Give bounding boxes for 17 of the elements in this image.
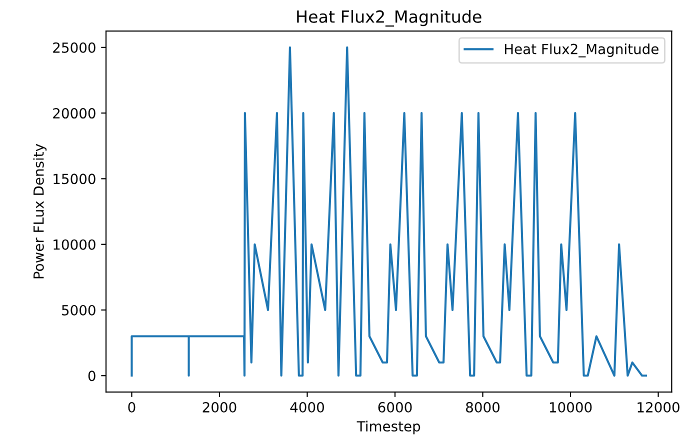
y-tick-label: 5000 [62, 304, 96, 316]
y-tick-label: 15000 [54, 174, 96, 184]
x-tick-label: 2000 [202, 402, 236, 413]
x-tick-label: 10000 [550, 402, 592, 413]
x-tick-label: 8000 [466, 402, 500, 413]
legend-label: Heat Flux2_Magnitude [504, 44, 658, 58]
y-tick-label: 0 [88, 370, 96, 382]
x-tick-label: 6000 [378, 402, 412, 413]
x-tick-label: 12000 [638, 402, 680, 413]
y-tick-label: 25000 [53, 42, 96, 53]
chart-title: Heat Flux2_Magnitude [297, 10, 482, 27]
y-tick-label: 20000 [53, 108, 96, 119]
y-tick-label: 10000 [54, 239, 96, 250]
x-axis-title: Timestep [356, 420, 420, 434]
x-tick-label: 4000 [290, 402, 324, 413]
y-axis-title: Power FLux Density [33, 144, 47, 278]
x-tick-label: 0 [128, 402, 136, 413]
